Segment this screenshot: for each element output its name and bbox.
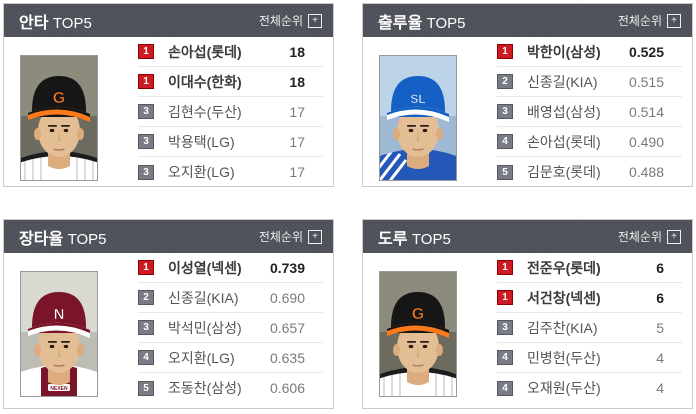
svg-text:N: N [54, 306, 65, 323]
svg-text:NEXEN: NEXEN [50, 386, 68, 392]
svg-text:G: G [412, 306, 424, 323]
svg-text:G: G [53, 90, 65, 107]
svg-text:SL: SL [410, 92, 425, 106]
